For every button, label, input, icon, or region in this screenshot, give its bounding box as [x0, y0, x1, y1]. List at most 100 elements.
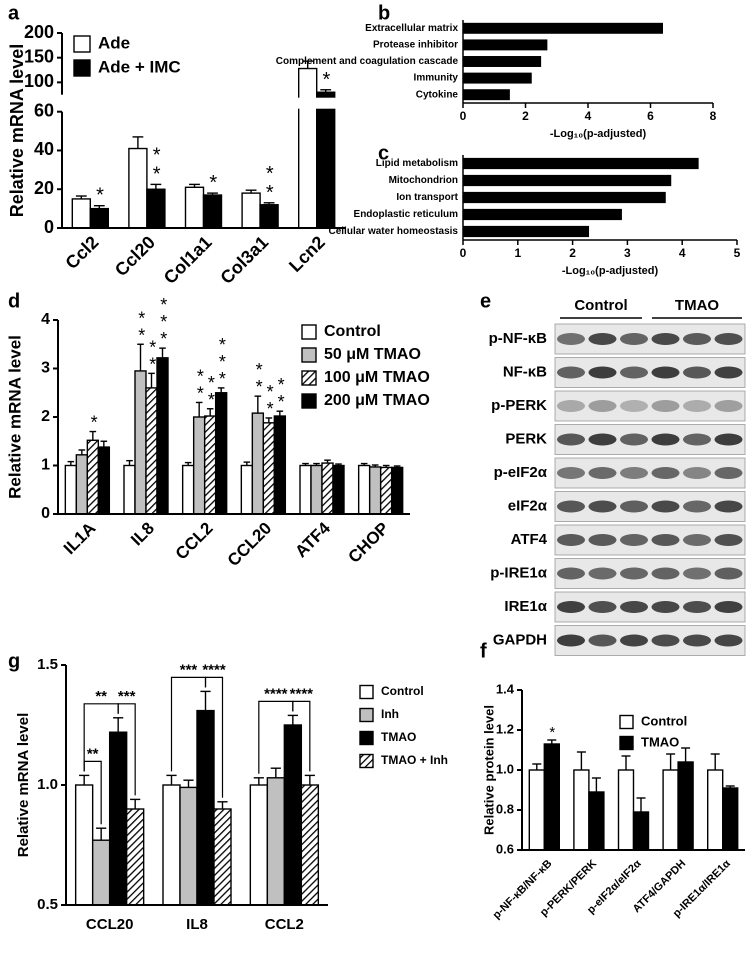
- blot-band: [620, 400, 648, 412]
- blot-strip: [554, 491, 746, 522]
- y-tick-label: 1.2: [496, 721, 514, 736]
- blot-row-label: IRE1α: [504, 598, 547, 615]
- bar: [134, 370, 147, 515]
- panel-label: c: [378, 142, 389, 164]
- bar: [196, 709, 215, 906]
- legend-label: Ade + IMC: [98, 57, 181, 76]
- legend-swatch: [359, 684, 374, 700]
- legend-swatch: [301, 347, 317, 363]
- blot-row-label: NF-κB: [503, 363, 547, 380]
- bar: [321, 462, 334, 515]
- blot-band: [683, 433, 711, 446]
- bar: [463, 56, 542, 67]
- y-tick-label: 1.5: [37, 656, 58, 673]
- bar: [390, 466, 404, 515]
- significance: **: [249, 360, 269, 394]
- bar: [74, 784, 94, 906]
- blot-band: [683, 500, 711, 513]
- x-tick-label: 8: [710, 109, 717, 123]
- blot-band: [714, 567, 743, 580]
- blot-band: [683, 467, 711, 479]
- significance: *: [202, 172, 224, 191]
- legend-label: TMAO: [641, 734, 679, 749]
- bar: [240, 464, 254, 515]
- bar: [251, 412, 265, 515]
- legend-swatch: [619, 714, 634, 730]
- bar: [332, 464, 345, 515]
- bar: [707, 769, 724, 851]
- blot-band: [620, 500, 648, 513]
- blot-row-label: p-IRE1α: [490, 564, 548, 581]
- blot-band: [588, 500, 617, 513]
- bar: [156, 357, 169, 515]
- legend-label: Control: [324, 323, 381, 340]
- blot-group-label: TMAO: [675, 297, 719, 314]
- category-label: Ion transport: [396, 192, 458, 203]
- blot-band: [714, 601, 743, 613]
- y-axis-label: Relative protein level: [481, 705, 496, 835]
- blot-band: [651, 601, 680, 613]
- bar: [368, 466, 382, 515]
- x-tick-label: CCL2: [265, 916, 304, 933]
- legend-swatch: [73, 59, 91, 77]
- bar: [125, 808, 145, 906]
- blot-strip: [554, 625, 746, 656]
- y-tick-label: 0.5: [37, 896, 58, 913]
- blot-strip: [554, 457, 746, 489]
- legend-label: 50 μM TMAO: [324, 346, 421, 363]
- comparison-label: ****: [290, 685, 314, 702]
- bar: [146, 188, 166, 229]
- y-tick-label: 3: [41, 360, 50, 377]
- x-tick-label: CCL20: [224, 519, 276, 571]
- blot-band: [588, 467, 617, 479]
- significance: **: [190, 366, 210, 400]
- bar: [162, 784, 181, 906]
- panel-label: e: [480, 290, 491, 312]
- bar: [75, 454, 89, 515]
- blot-strip: [554, 323, 746, 355]
- significance: **: [146, 144, 168, 182]
- blot-band: [557, 567, 585, 580]
- x-tick-label: 2: [522, 109, 529, 123]
- bar: [463, 72, 532, 84]
- significance: *: [84, 413, 104, 430]
- bar: [298, 67, 318, 229]
- y-tick-label: 150: [24, 46, 54, 66]
- blot-band: [651, 333, 680, 345]
- bar: [463, 208, 622, 221]
- x-tick-label: 4: [585, 109, 592, 123]
- y-tick-label: 0: [44, 217, 54, 237]
- comparison-label: ***: [118, 688, 136, 705]
- y-tick-label: 0: [41, 505, 50, 522]
- legend-label: Control: [641, 713, 687, 728]
- bar: [632, 811, 650, 851]
- bar: [588, 791, 605, 851]
- y-tick-label: 4: [41, 311, 50, 328]
- category-label: Complement and coagulation cascade: [276, 56, 459, 67]
- legend-swatch: [301, 370, 317, 386]
- blot-band: [557, 634, 585, 647]
- bar: [86, 439, 100, 515]
- blot-band: [588, 567, 617, 580]
- y-tick-label: 100: [24, 71, 54, 91]
- blot-band: [588, 433, 617, 446]
- significance: *: [89, 185, 111, 204]
- blot-band: [588, 534, 617, 546]
- blot-band: [588, 601, 617, 613]
- comparison-bracket: [292, 700, 311, 772]
- blot-band: [620, 634, 648, 647]
- category-label: Endoplastic reticulum: [354, 209, 459, 220]
- bar: [528, 769, 545, 851]
- blot-band: [557, 467, 585, 479]
- axis-break: [63, 97, 346, 109]
- bar: [97, 446, 111, 515]
- blot-row-label: p-NF-κB: [489, 330, 548, 347]
- blot-band: [714, 534, 743, 546]
- blot-band: [651, 433, 680, 446]
- legend-swatch: [359, 730, 374, 746]
- legend-swatch: [359, 707, 374, 723]
- blot-band: [714, 634, 743, 647]
- bar: [214, 392, 228, 515]
